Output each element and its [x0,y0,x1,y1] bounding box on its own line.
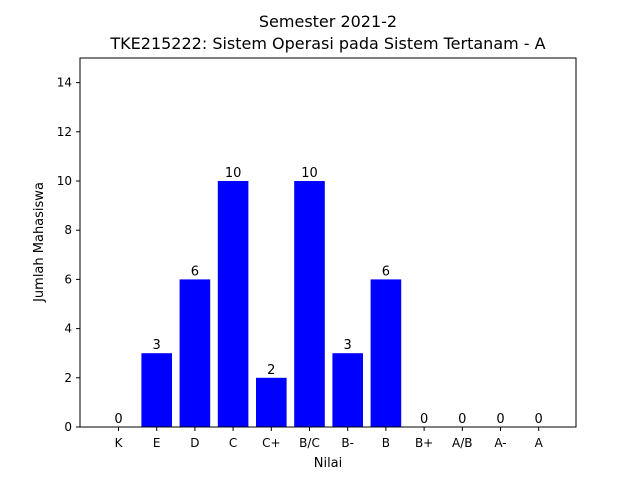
data-label-A-: 0 [496,412,504,427]
x-tick-label: B- [341,436,354,450]
data-label-B-: 3 [344,338,352,353]
x-tick-label: B+ [415,436,433,450]
y-tick-label: 6 [64,272,72,286]
x-tick-label: B/C [299,436,320,450]
y-tick-label: 8 [64,223,72,237]
bar-C [217,181,249,427]
x-tick-label: C [229,436,237,450]
bar-B/C [294,181,325,427]
data-label-B+: 0 [420,412,428,427]
x-tick-label: E [153,436,161,450]
bar-D [179,279,211,427]
x-tick-label: D [190,436,199,450]
x-tick-label: A [535,436,544,450]
y-tick-label: 10 [57,174,72,188]
y-axis-label: Jumlah Mahasiswa [32,182,47,303]
data-label-A: 0 [535,412,543,427]
chart-title-line1: Semester 2021-2 [259,12,397,31]
data-label-K: 0 [114,412,122,427]
data-label-C+: 2 [267,363,275,378]
y-tick-label: 0 [64,420,72,434]
y-axis: 0 2 4 6 8 10 12 14 [57,76,80,434]
data-label-B/C: 10 [301,166,318,181]
y-tick-label: 12 [57,125,72,139]
plot-frame [79,57,577,428]
chart-title-line2: TKE215222: Sistem Operasi pada Sistem Te… [109,34,545,53]
data-label-E: 3 [153,338,161,353]
x-axis: K E D C C+ B/C B- B B+ A/B A- A [115,427,544,450]
x-tick-label: K [115,436,124,450]
y-tick-label: 4 [64,322,72,336]
bar-B [370,279,402,427]
y-tick-label: 2 [64,371,72,385]
data-label-A/B: 0 [458,412,466,427]
bar-E [141,353,172,427]
x-axis-label: Nilai [314,456,343,471]
x-tick-label: A/B [452,436,472,450]
bars-group [141,181,402,427]
bar-B- [332,353,363,427]
x-tick-label: B [382,436,390,450]
x-tick-label: A- [494,436,506,450]
x-tick-label: C+ [262,436,280,450]
data-label-C: 10 [225,166,242,181]
bar-C+ [256,377,287,427]
data-label-D: 6 [191,264,199,279]
data-labels-group: 0 3 6 10 2 10 3 6 0 0 0 0 [114,166,542,427]
y-tick-label: 14 [57,76,72,90]
data-label-B: 6 [382,264,390,279]
